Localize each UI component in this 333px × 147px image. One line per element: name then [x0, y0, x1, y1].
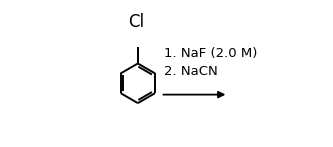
Text: 1. NaF (2.0 M): 1. NaF (2.0 M) — [164, 47, 257, 60]
Text: 2. NaCN: 2. NaCN — [164, 65, 218, 78]
Text: Cl: Cl — [128, 13, 144, 31]
